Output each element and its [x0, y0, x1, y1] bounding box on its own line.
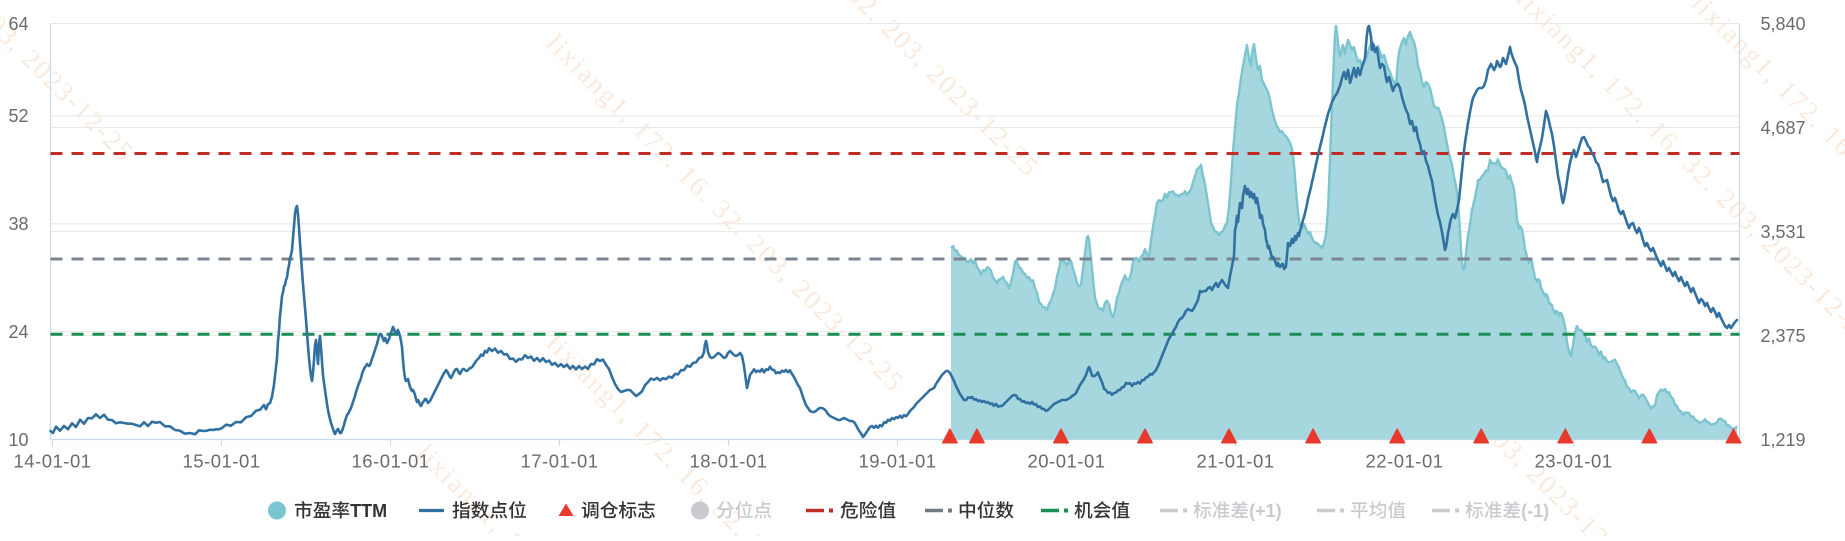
svg-text:(+1): (+1) — [1249, 501, 1282, 521]
svg-text:23-01-01: 23-01-01 — [1534, 451, 1612, 472]
svg-text:64: 64 — [8, 14, 28, 34]
svg-text:17-01-01: 17-01-01 — [520, 451, 598, 472]
svg-text:38: 38 — [8, 214, 28, 234]
svg-text:20-01-01: 20-01-01 — [1027, 451, 1105, 472]
svg-text:16-01-01: 16-01-01 — [351, 451, 429, 472]
svg-text:15-01-01: 15-01-01 — [182, 451, 260, 472]
svg-text:14-01-01: 14-01-01 — [13, 451, 91, 472]
svg-text:TTM: TTM — [350, 501, 387, 521]
svg-text:(-1): (-1) — [1521, 501, 1549, 521]
svg-text:3,531: 3,531 — [1761, 222, 1806, 242]
svg-text:4,687: 4,687 — [1761, 118, 1806, 138]
svg-text:2,375: 2,375 — [1761, 326, 1806, 346]
svg-text:19-01-01: 19-01-01 — [858, 451, 936, 472]
svg-text:21-01-01: 21-01-01 — [1196, 451, 1274, 472]
svg-text:1,219: 1,219 — [1761, 430, 1806, 450]
svg-text:22-01-01: 22-01-01 — [1365, 451, 1443, 472]
svg-text:52: 52 — [8, 106, 28, 126]
svg-text:10: 10 — [8, 430, 28, 450]
svg-text:24: 24 — [8, 322, 28, 342]
svg-text:5,840: 5,840 — [1761, 14, 1806, 34]
svg-text:18-01-01: 18-01-01 — [689, 451, 767, 472]
